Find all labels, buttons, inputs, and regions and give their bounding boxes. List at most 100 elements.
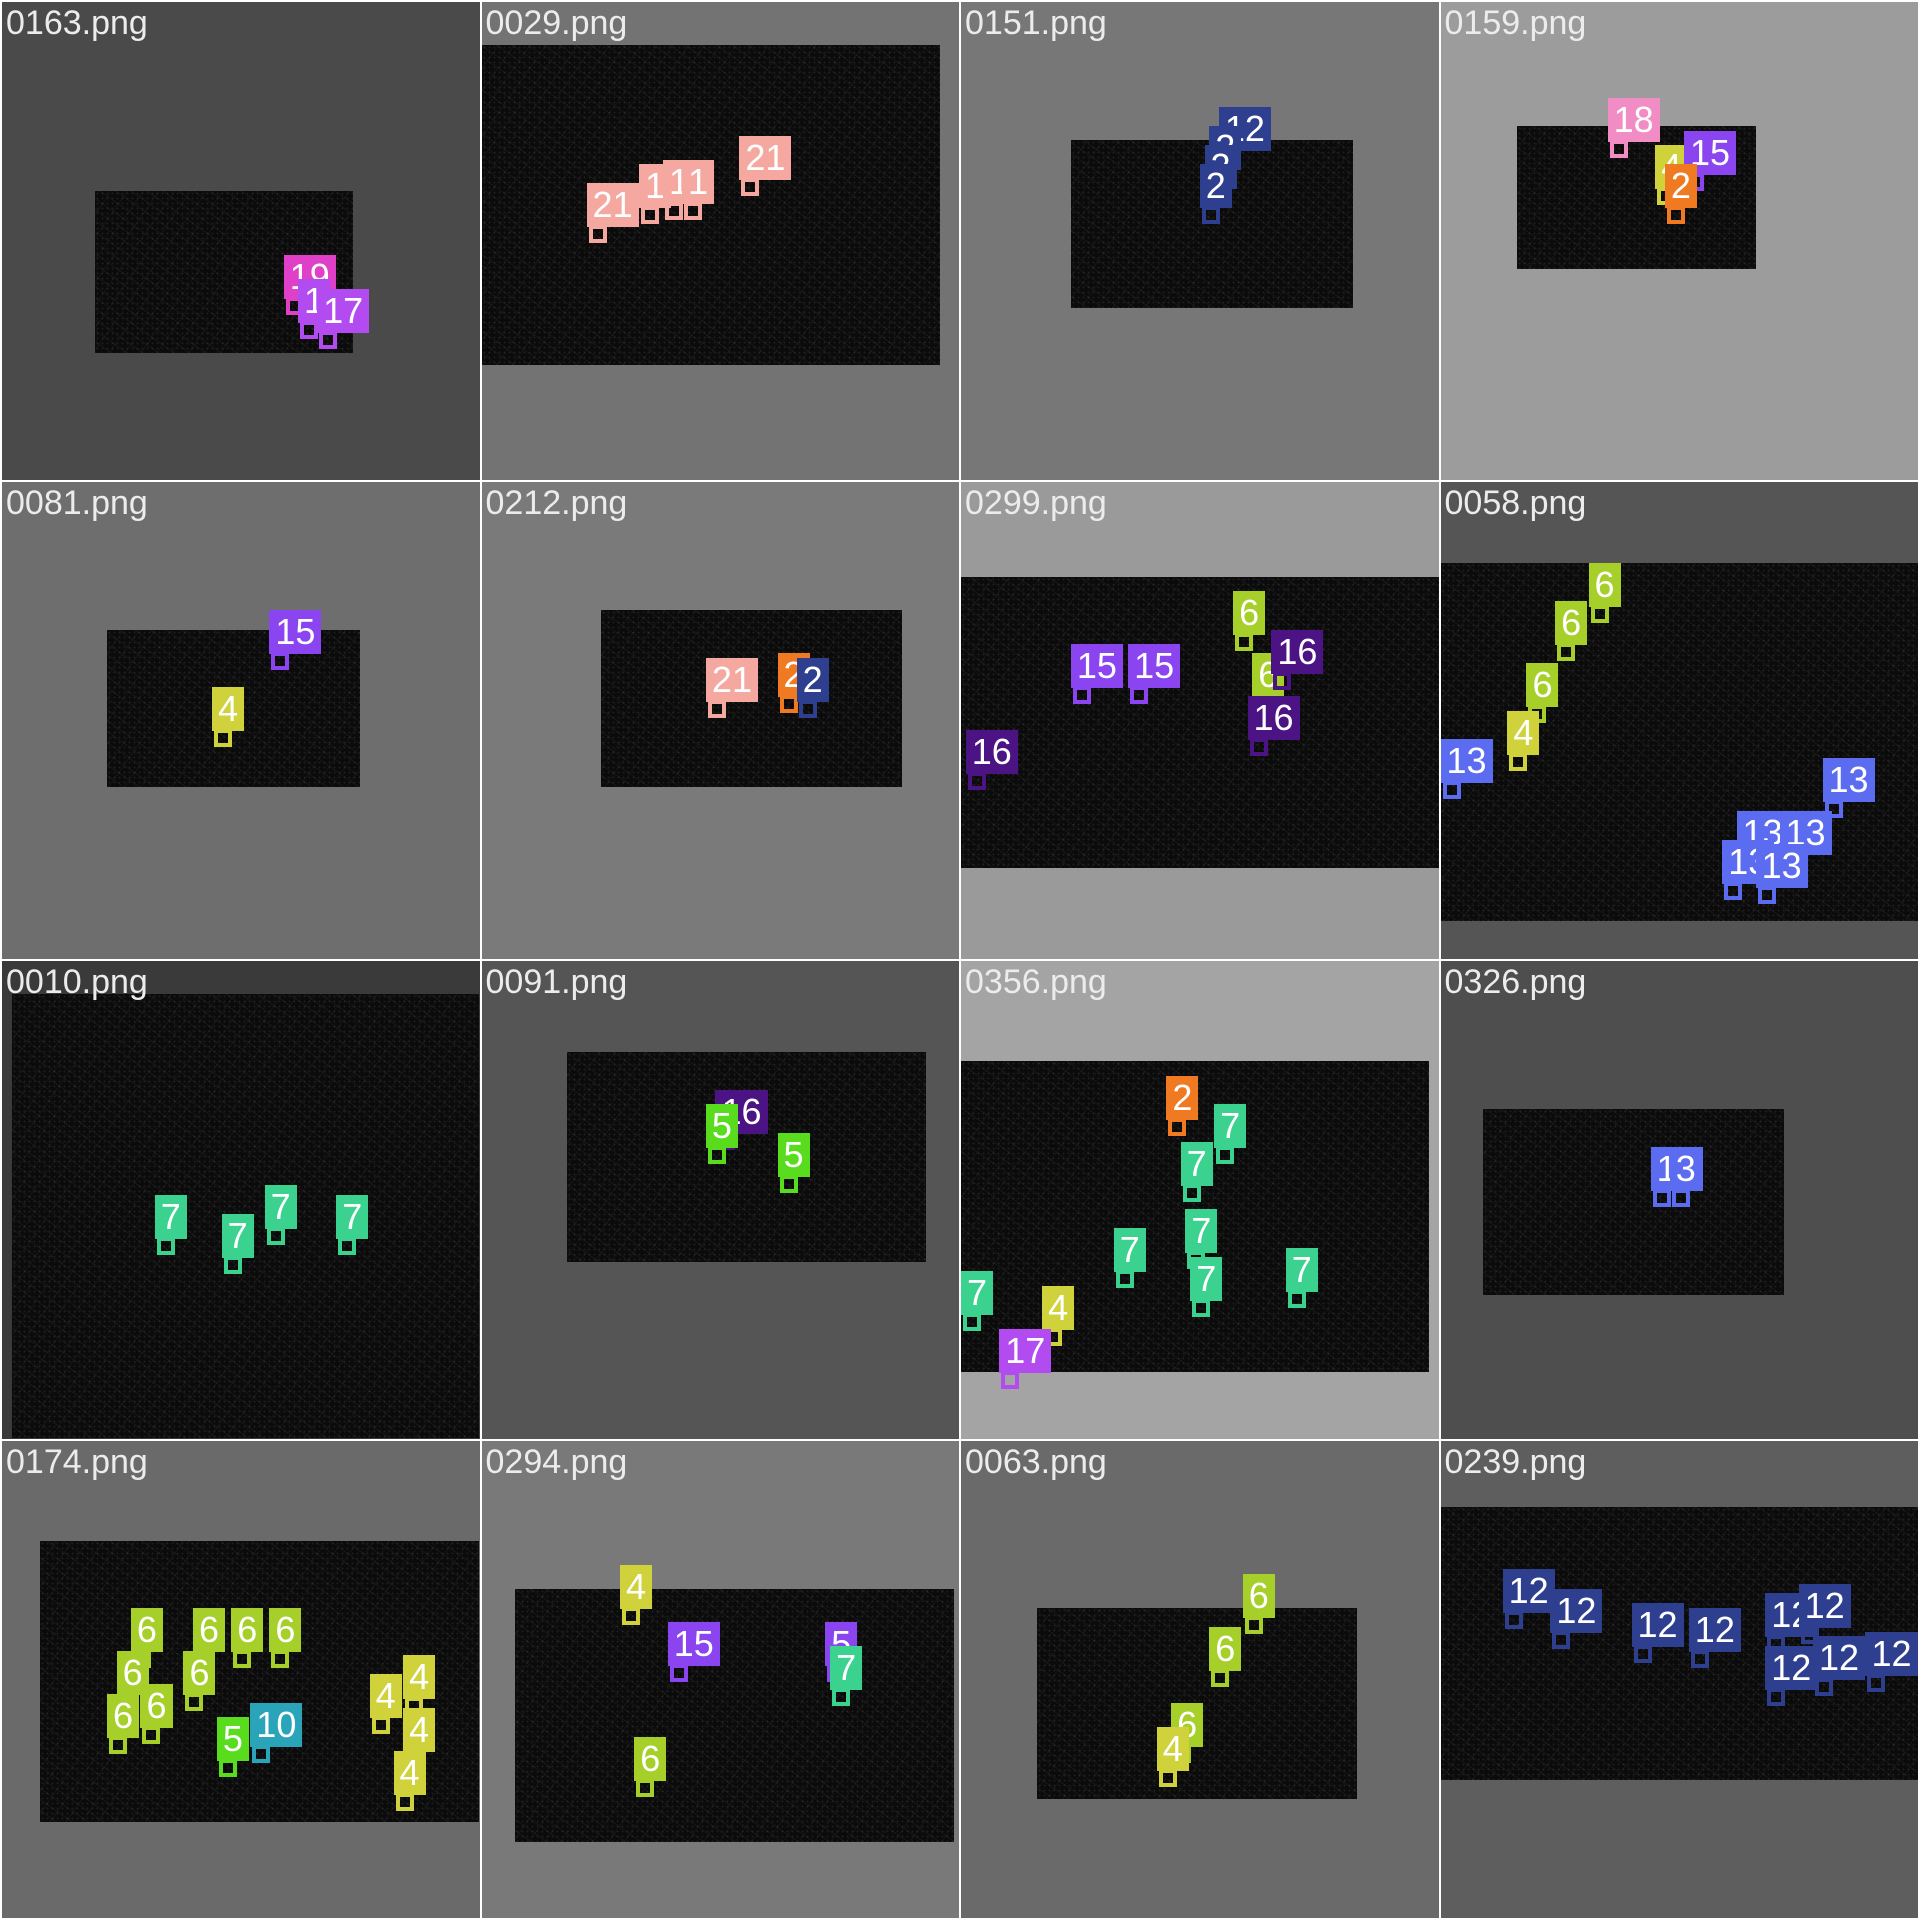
tile: 0029.png 21 1 1 1 21 xyxy=(481,2,959,480)
tile-filename: 0163.png xyxy=(6,4,148,42)
detection-box xyxy=(1182,1184,1201,1203)
detection-label: 7 xyxy=(154,1194,187,1239)
tile: 0174.png 6 6 6 6 6 6 6 6 10 5 4 4 4 4 xyxy=(2,1440,480,1918)
detection-label: 13 xyxy=(1822,758,1875,803)
detection-label: 21 xyxy=(705,658,758,703)
detection-box xyxy=(588,225,607,244)
detection-box xyxy=(1552,1630,1571,1649)
detection-label: 12 xyxy=(1798,1583,1851,1628)
tile-filename: 0212.png xyxy=(485,483,628,522)
detection-box xyxy=(1273,671,1292,690)
detection-box xyxy=(707,700,726,719)
detection-box xyxy=(1633,1644,1652,1663)
detection-box xyxy=(832,1687,851,1706)
detection-label: 2 xyxy=(1199,164,1232,209)
tile-filename: 0294.png xyxy=(485,1442,628,1481)
detection-label: 16 xyxy=(715,1089,768,1134)
detection-label: 13 xyxy=(1440,739,1493,784)
detection-label: 6 xyxy=(1526,662,1559,707)
detection-label: 15 xyxy=(1070,643,1123,688)
detection-label: 17 xyxy=(317,288,370,333)
detection-label: 7 xyxy=(961,1271,994,1316)
detection-label: 7 xyxy=(1285,1247,1318,1292)
detection-label: 12 xyxy=(1688,1607,1741,1652)
detection-label: 12 xyxy=(1765,1645,1818,1690)
detection-box xyxy=(1767,1687,1786,1706)
tile: 0151.png12222 xyxy=(961,2,1439,480)
detection-label: 12 xyxy=(1631,1602,1684,1647)
tile: 0239.png 12 12 12 12 12 12 12 12 12 xyxy=(1440,1440,1918,1918)
detection-box xyxy=(266,1227,285,1246)
detection-box xyxy=(1201,206,1220,225)
detection-label: 4 xyxy=(403,1655,436,1700)
tile: 0326.png133 xyxy=(1440,961,1918,1439)
detection-label: 5 xyxy=(705,1104,738,1149)
detection-label: 15 xyxy=(269,610,322,655)
detection-label: 21 xyxy=(586,183,639,228)
detection-label: 6 xyxy=(1209,1626,1242,1671)
detection-label: 15 xyxy=(667,1621,720,1666)
detection-label: 7 xyxy=(830,1645,863,1690)
detection-label: 7 xyxy=(221,1214,254,1259)
detection-box xyxy=(214,728,233,747)
detection-box xyxy=(1442,781,1461,800)
detection-box xyxy=(779,695,798,714)
satellite-image xyxy=(1483,1109,1785,1296)
detection-box xyxy=(156,1236,175,1255)
detection-box xyxy=(1168,1117,1187,1136)
tile-filename: 0058.png xyxy=(1444,483,1587,522)
detection-box xyxy=(1287,1289,1306,1308)
detection-label: 7 xyxy=(336,1194,369,1239)
detection-box xyxy=(1001,1370,1020,1389)
detection-label: 21 xyxy=(739,135,792,180)
detection-box xyxy=(1072,685,1091,704)
detection-box xyxy=(1244,1616,1263,1635)
detection-box xyxy=(636,1778,655,1797)
detection-label: 18 xyxy=(1607,97,1660,142)
tile-filename: 0091.png xyxy=(485,963,628,1001)
detection-label: 6 xyxy=(1242,1574,1275,1619)
detection-label: 2 xyxy=(1166,1075,1199,1120)
detection-label: 16 xyxy=(1247,696,1300,741)
detection-box xyxy=(1867,1673,1886,1692)
detection-box xyxy=(1724,881,1743,900)
detection-label: 7 xyxy=(1190,1257,1223,1302)
detection-box xyxy=(641,206,660,225)
tile-filename: 0326.png xyxy=(1444,963,1587,1001)
tile-filename: 0010.png xyxy=(6,963,148,1001)
detection-label: 16 xyxy=(965,729,1018,774)
detection-label: 10 xyxy=(250,1703,303,1748)
detection-box xyxy=(779,1174,798,1193)
detection-label: 6 xyxy=(231,1607,264,1652)
satellite-image xyxy=(961,1061,1429,1372)
detection-box xyxy=(1814,1678,1833,1697)
detection-label: 4 xyxy=(1042,1285,1075,1330)
detection-box xyxy=(1757,886,1776,905)
detection-box xyxy=(109,1735,128,1754)
detection-label: 12 xyxy=(1502,1569,1555,1614)
detection-box xyxy=(338,1236,357,1255)
detection-box xyxy=(1216,1146,1235,1165)
tile: 0294.png 4 15 5 7 6 xyxy=(481,1440,959,1918)
detection-label: 13 xyxy=(1755,844,1808,889)
detection-label: 4 xyxy=(403,1707,436,1752)
detection-label: 6 xyxy=(130,1607,163,1652)
detection-box xyxy=(1609,139,1628,158)
tile-filename: 0174.png xyxy=(6,1442,148,1481)
detection-label: 4 xyxy=(619,1564,652,1609)
detection-box xyxy=(621,1606,640,1625)
tile: 0091.png 16 5 5 xyxy=(481,961,959,1439)
detection-box xyxy=(185,1692,204,1711)
detection-box xyxy=(707,1146,726,1165)
detection-label: 6 xyxy=(1555,600,1588,645)
detection-box xyxy=(1211,1668,1230,1687)
detection-label: 16 xyxy=(1271,629,1324,674)
detection-label: 3 xyxy=(1669,1147,1702,1192)
detection-box xyxy=(1671,1189,1690,1208)
tile-filename: 0299.png xyxy=(965,483,1107,522)
detection-box xyxy=(798,700,817,719)
tile-filename: 0029.png xyxy=(485,4,628,42)
detection-label: 4 xyxy=(1507,710,1540,755)
detection-label: 6 xyxy=(1588,562,1621,607)
detection-label: 6 xyxy=(140,1684,173,1729)
